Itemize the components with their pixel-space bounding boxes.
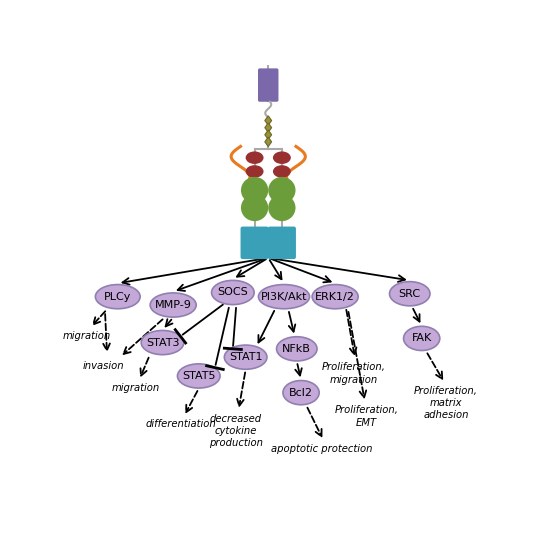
Ellipse shape: [150, 293, 196, 317]
Text: migration: migration: [112, 383, 160, 393]
Text: STAT5: STAT5: [182, 371, 216, 381]
Ellipse shape: [389, 282, 430, 306]
Circle shape: [268, 177, 295, 204]
Text: FAK: FAK: [411, 333, 432, 344]
Text: Proliferation,
EMT: Proliferation, EMT: [334, 405, 398, 428]
Polygon shape: [265, 137, 272, 146]
Text: migration: migration: [63, 331, 111, 341]
Circle shape: [241, 177, 268, 204]
Polygon shape: [265, 116, 272, 125]
FancyBboxPatch shape: [268, 227, 296, 259]
FancyBboxPatch shape: [240, 227, 268, 259]
Ellipse shape: [312, 285, 358, 309]
Text: PLCy: PLCy: [104, 292, 131, 302]
FancyBboxPatch shape: [258, 68, 278, 102]
Text: Proliferation,
migration: Proliferation, migration: [322, 362, 386, 385]
Ellipse shape: [246, 165, 263, 178]
Ellipse shape: [246, 151, 263, 164]
Text: STAT1: STAT1: [229, 352, 262, 362]
Polygon shape: [265, 123, 272, 132]
Ellipse shape: [95, 285, 140, 309]
Ellipse shape: [212, 280, 254, 305]
Ellipse shape: [404, 326, 440, 351]
Ellipse shape: [178, 364, 220, 388]
Text: Bcl2: Bcl2: [289, 388, 313, 398]
Text: MMP-9: MMP-9: [155, 300, 191, 310]
Ellipse shape: [273, 165, 291, 178]
Text: SRC: SRC: [399, 289, 421, 299]
Ellipse shape: [258, 285, 310, 309]
Text: PI3K/Akt: PI3K/Akt: [261, 292, 307, 302]
Ellipse shape: [141, 331, 184, 354]
Text: SOCS: SOCS: [217, 287, 248, 298]
Text: ERK1/2: ERK1/2: [315, 292, 355, 302]
Text: decreased
cytokine
production: decreased cytokine production: [209, 414, 263, 448]
Polygon shape: [265, 130, 272, 139]
Circle shape: [268, 195, 295, 221]
Ellipse shape: [273, 151, 291, 164]
Text: STAT3: STAT3: [146, 338, 179, 347]
Ellipse shape: [277, 337, 317, 361]
Text: NFkB: NFkB: [282, 344, 311, 354]
Ellipse shape: [224, 345, 267, 369]
Text: apoptotic protection: apoptotic protection: [271, 444, 373, 454]
Text: Proliferation,
matrix
adhesion: Proliferation, matrix adhesion: [414, 385, 478, 421]
Ellipse shape: [283, 380, 319, 405]
Text: invasion: invasion: [83, 362, 124, 371]
Circle shape: [241, 195, 268, 221]
Text: differentiation: differentiation: [145, 419, 216, 429]
